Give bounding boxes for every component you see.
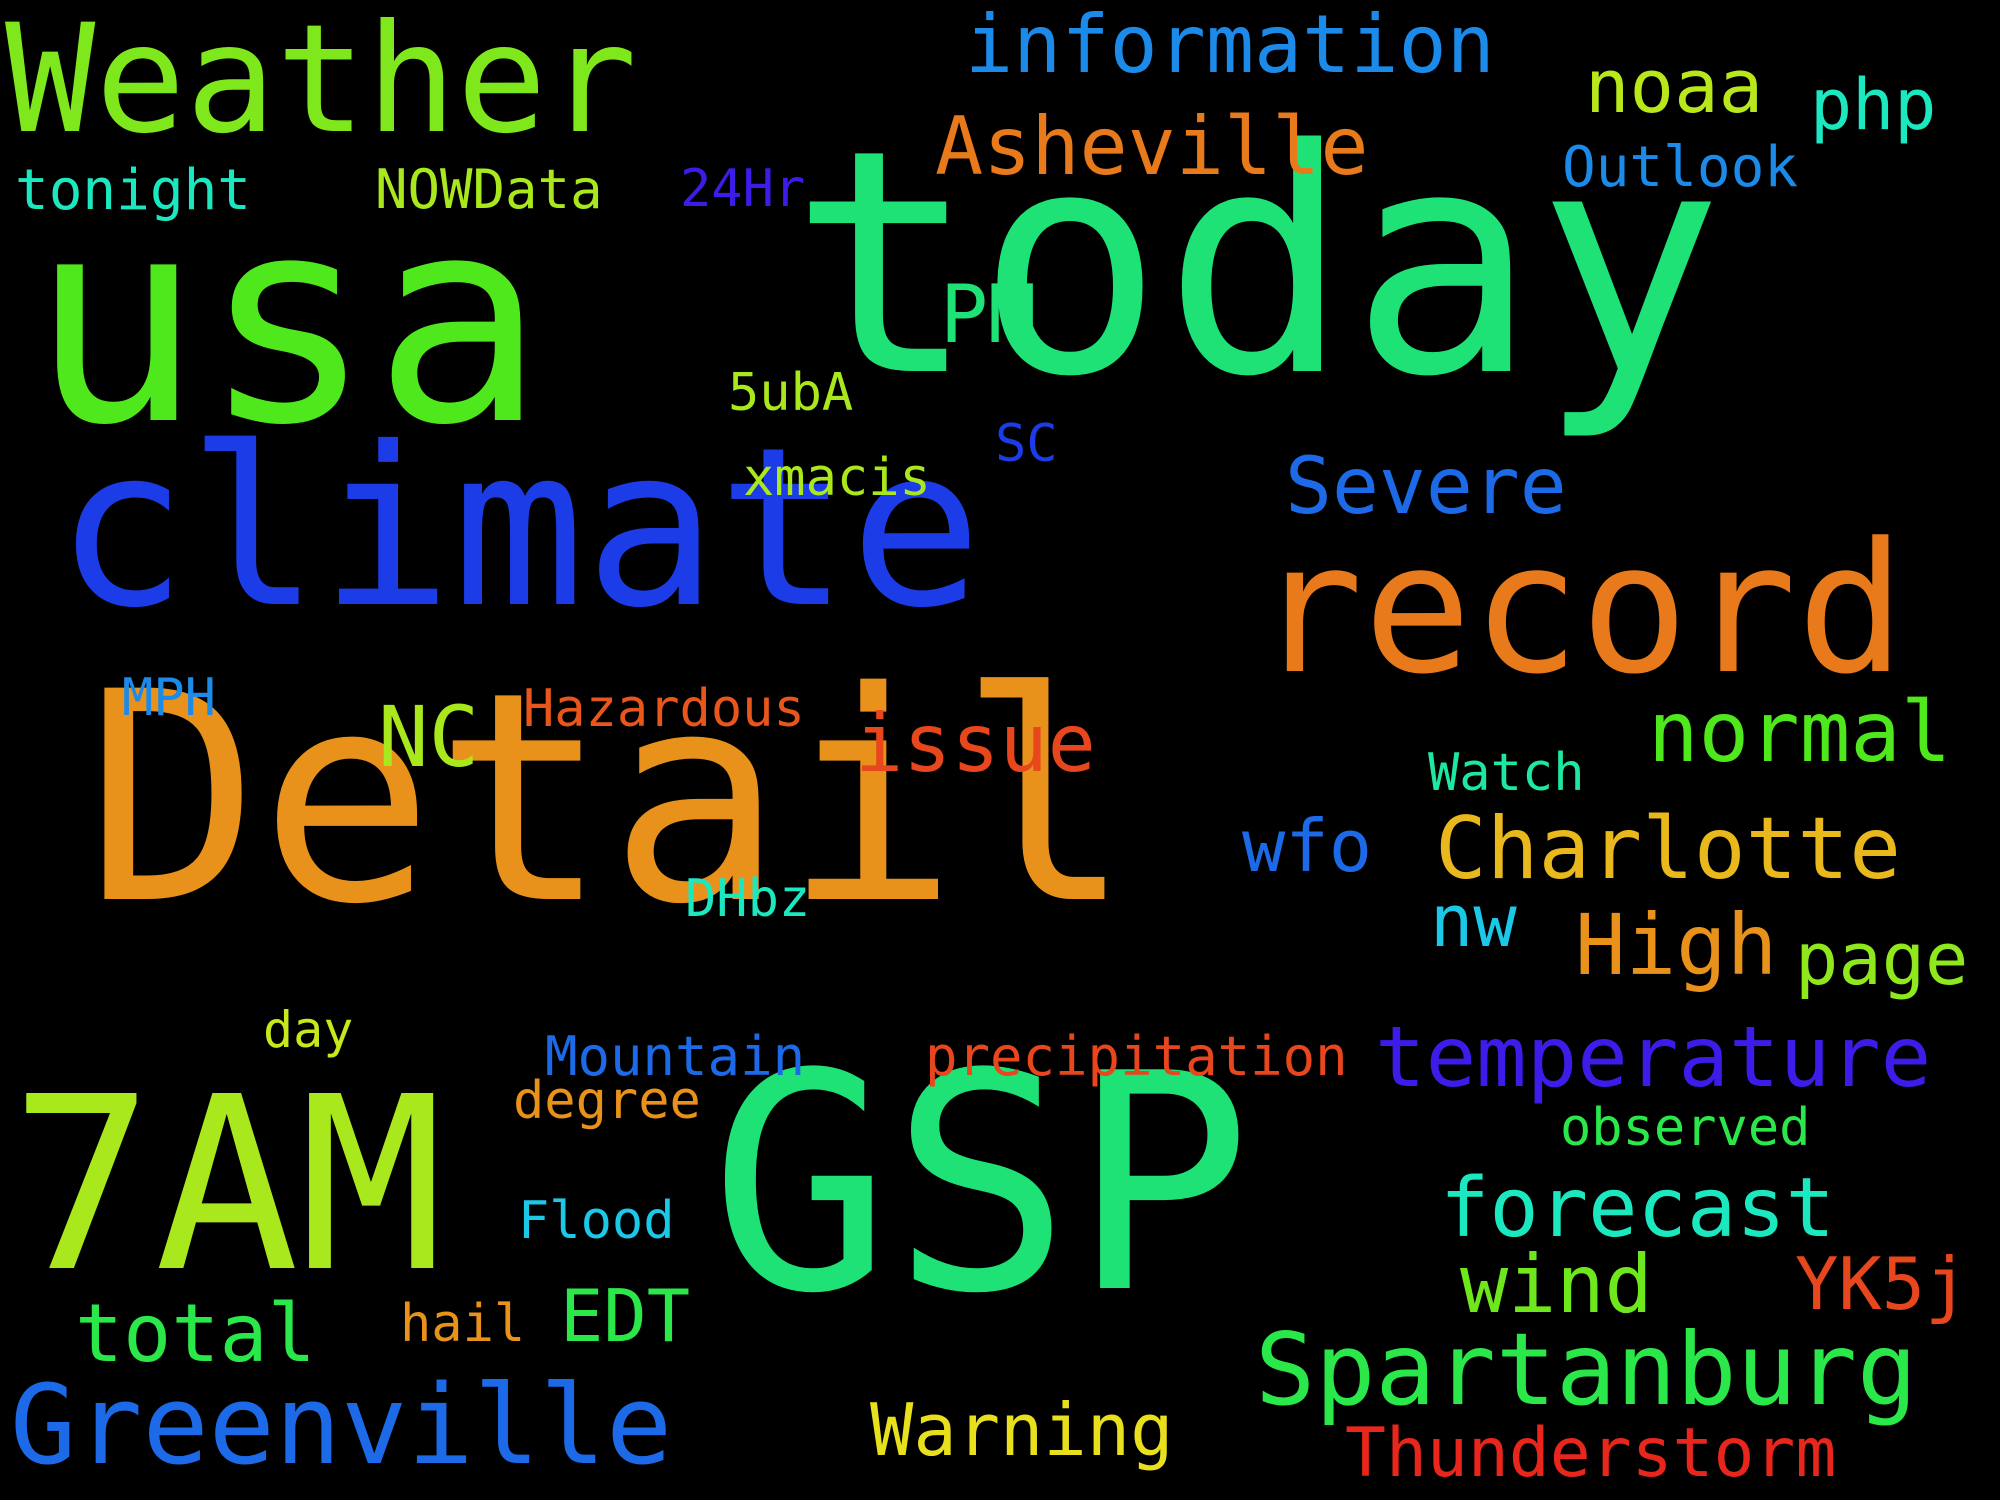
word-observed: observed (1560, 1098, 1811, 1158)
word-degree: degree (513, 1071, 701, 1131)
word-yk5j: YK5j (1795, 1242, 1969, 1326)
word-high: High (1575, 896, 1778, 994)
word-noaa: noaa (1585, 44, 1764, 130)
word-detail: Detail (85, 631, 1133, 968)
word-outlook: Outlook (1562, 135, 1799, 200)
word-nowdata: NOWData (375, 158, 603, 221)
word-wfo: wfo (1242, 804, 1373, 888)
word-tonight: tonight (15, 158, 252, 223)
word-severe: Severe (1285, 442, 1567, 532)
word-normal: normal (1648, 683, 1952, 781)
word-today: today (790, 84, 1724, 445)
word-temperature: temperature (1375, 1008, 1932, 1106)
word-mountain: Mountain (545, 1025, 806, 1088)
word-precipitation: precipitation (925, 1025, 1348, 1088)
word-page: page (1795, 917, 1969, 1001)
word-watch: Watch (1428, 743, 1585, 803)
word-issue: issue (855, 697, 1096, 790)
word-hazardous: Hazardous (523, 679, 805, 739)
word-gsp: GSP (710, 1010, 1252, 1359)
word-php: php (1810, 64, 1937, 146)
word-greenville: Greenville (10, 1361, 673, 1489)
word-information: information (965, 0, 1495, 91)
word-dhbz: DHbz (685, 869, 811, 929)
word-day: day (263, 1001, 354, 1059)
word-flood: Flood (518, 1191, 675, 1251)
word-weather: Weather (5, 0, 638, 167)
word-forecast: forecast (1440, 1161, 1835, 1256)
word-climate: climate (55, 400, 983, 656)
word-xmacis: xmacis (743, 448, 931, 508)
word-24hr: 24Hr (680, 159, 806, 219)
word-wind: wind (1460, 1238, 1653, 1331)
word-warning: Warning (870, 1388, 1174, 1472)
word-charlotte: Charlotte (1435, 799, 1901, 899)
word-5uba: 5ubA (728, 363, 854, 423)
word-pm: PM (940, 268, 1037, 361)
word-7am: 7AM (10, 1045, 444, 1325)
word-mph: MPH (122, 668, 216, 728)
word-asheville: Asheville (935, 100, 1369, 193)
word-usa: usa (30, 156, 545, 488)
word-sc: SC (995, 414, 1058, 474)
word-edt: EDT (560, 1274, 691, 1358)
word-nw: nw (1430, 879, 1517, 963)
word-total: total (75, 1287, 316, 1380)
word-thunderstorm: Thunderstorm (1345, 1414, 1837, 1493)
word-nc: NC (378, 688, 480, 786)
word-spartanburg: Spartanburg (1255, 1311, 1918, 1428)
word-record: record (1255, 505, 1906, 714)
word-hail: hail (400, 1294, 526, 1354)
